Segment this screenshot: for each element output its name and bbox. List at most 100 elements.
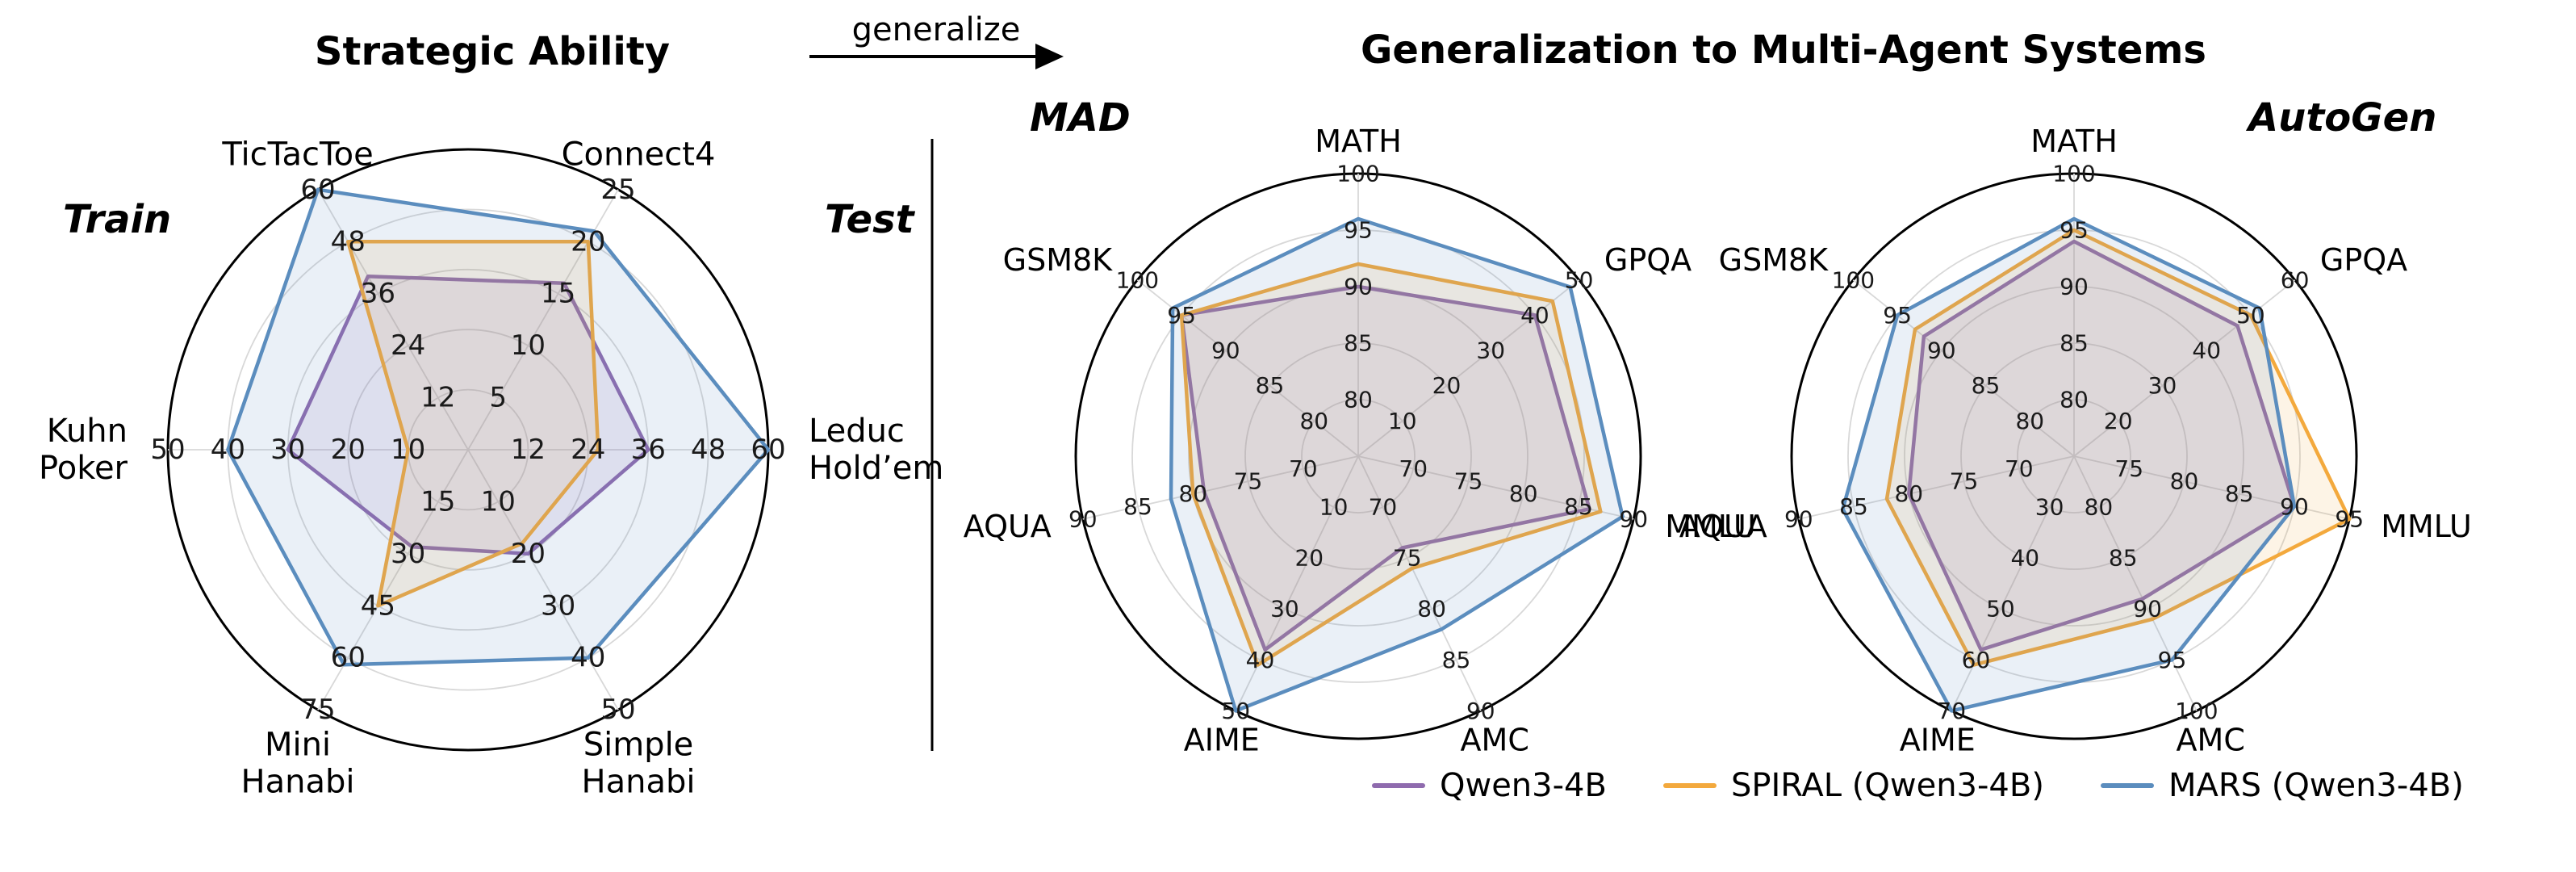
axis-label: MMLU	[1665, 509, 1756, 544]
tick-label: 60	[2281, 266, 2310, 293]
axis-label: AQUA	[1679, 509, 1767, 544]
mad-chart-title: MAD	[1030, 95, 1131, 140]
series-spiral-qwen3-4b	[1179, 262, 1603, 667]
tick-label: 80	[2015, 408, 2044, 434]
axis-label: GSM8K	[1003, 242, 1114, 278]
axis-label: Leduc	[809, 413, 905, 450]
tick-label: 75	[300, 694, 335, 726]
tick-label: 20	[1294, 545, 1324, 572]
tick-label: 20	[511, 538, 546, 570]
tick-label: 95	[2060, 217, 2089, 244]
tick-label: 75	[1234, 468, 1263, 495]
tick-label: 80	[2060, 387, 2089, 413]
axis-spoke	[1235, 455, 1359, 711]
tick-label: 85	[2060, 330, 2089, 357]
tick-label: 30	[391, 538, 425, 570]
tick-label: 100	[1336, 161, 1379, 187]
tick-label: 80	[1299, 408, 1328, 434]
tick-label: 15	[420, 485, 455, 518]
tick-label: 90	[1927, 337, 1956, 364]
tick-label: 80	[1509, 480, 1538, 507]
tick-label: 50	[2236, 302, 2265, 329]
tick-label: 85	[1256, 372, 1285, 399]
tick-label: 10	[511, 329, 546, 362]
tick-label: 85	[1344, 330, 1373, 357]
tick-label: 85	[1972, 372, 2001, 399]
tick-label: 12	[511, 434, 546, 466]
tick-label: 45	[361, 589, 395, 622]
series-mars-qwen3-4b	[226, 187, 771, 667]
axis-spoke	[2073, 455, 2350, 520]
axis-label: Poker	[39, 450, 128, 487]
tick-label: 30	[541, 589, 575, 622]
legend-line-swatch	[1372, 783, 1425, 788]
tick-label: 70	[2005, 455, 2034, 482]
axis-label: AQUA	[964, 509, 1052, 544]
tick-label: 40	[2192, 337, 2221, 364]
tick-label: 48	[331, 225, 366, 258]
tick-label: 85	[1442, 647, 1471, 673]
tick-label: 100	[2052, 161, 2095, 187]
tick-label: 50	[1221, 698, 1250, 724]
axis-label: GPQA	[1604, 242, 1692, 278]
tick-label: 70	[1399, 455, 1428, 482]
tick-label: 70	[1289, 455, 1318, 482]
tick-label: 75	[1393, 545, 1422, 572]
train-label: Train	[63, 197, 172, 242]
axis-label: MATH	[2030, 124, 2118, 159]
tick-label: 75	[2114, 455, 2143, 482]
tick-label: 60	[300, 174, 335, 206]
axis-spoke	[1357, 455, 1482, 711]
tick-label: 10	[391, 434, 425, 466]
tick-label: 80	[1417, 596, 1446, 623]
tick-label: 80	[1344, 387, 1373, 413]
tick-label: 100	[2175, 698, 2218, 724]
tick-label: 70	[1369, 494, 1398, 521]
left-panel-title: Strategic Ability	[314, 29, 671, 74]
tick-label: 90	[1068, 505, 1098, 532]
generalize-arrow-label: generalize	[851, 11, 1021, 48]
tick-label: 40	[1246, 647, 1275, 673]
tick-label: 80	[1178, 480, 1207, 507]
axis-spoke	[1357, 279, 1580, 457]
tick-label: 90	[2280, 493, 2309, 520]
tick-label: 80	[2085, 494, 2114, 521]
tick-label: 20	[1432, 372, 1462, 399]
tick-label: 30	[1270, 596, 1299, 623]
series-qwen3-4b	[1907, 239, 2297, 652]
tick-label: 10	[1388, 408, 1417, 434]
autogen-chart-title: AutoGen	[2248, 95, 2437, 140]
tick-label: 36	[361, 278, 395, 310]
tick-label: 15	[541, 278, 575, 310]
tick-label: 90	[1619, 505, 1648, 532]
tick-label: 30	[2148, 372, 2177, 399]
axis-label: Connect4	[562, 136, 716, 174]
axis-label: Simple	[583, 727, 694, 764]
tick-label: 24	[571, 434, 605, 466]
legend-item-label: Qwen3-4B	[1440, 767, 1607, 804]
axis-label: Hanabi	[241, 764, 355, 801]
legend-item: MARS (Qwen3-4B)	[2100, 767, 2464, 804]
tick-label: 60	[1962, 647, 1991, 673]
legend-line-swatch	[1662, 783, 1717, 788]
tick-label: 5	[489, 382, 507, 414]
legend-item-label: SPIRAL (Qwen3-4B)	[1730, 767, 2044, 804]
axis-label: AMC	[1461, 722, 1529, 757]
tick-label: 80	[1894, 480, 1923, 507]
arrow-right-icon	[809, 44, 1064, 69]
tick-label: 30	[270, 434, 305, 466]
legend-item-label: MARS (Qwen3-4B)	[2168, 767, 2464, 804]
tick-label: 85	[2109, 545, 2138, 572]
tick-label: 95	[1167, 302, 1196, 329]
axis-spoke	[1082, 455, 1359, 520]
axis-spoke	[317, 449, 469, 711]
tick-label: 40	[571, 642, 605, 674]
axis-label: Hanabi	[582, 764, 696, 801]
tick-label: 85	[1564, 493, 1593, 520]
tick-label: 40	[2010, 545, 2039, 572]
right-panel-title: Generalization to Multi-Agent Systems	[1361, 27, 2206, 73]
tick-label: 10	[1319, 494, 1349, 521]
tick-label: 90	[1211, 337, 1240, 364]
tick-label: 90	[2060, 274, 2089, 300]
